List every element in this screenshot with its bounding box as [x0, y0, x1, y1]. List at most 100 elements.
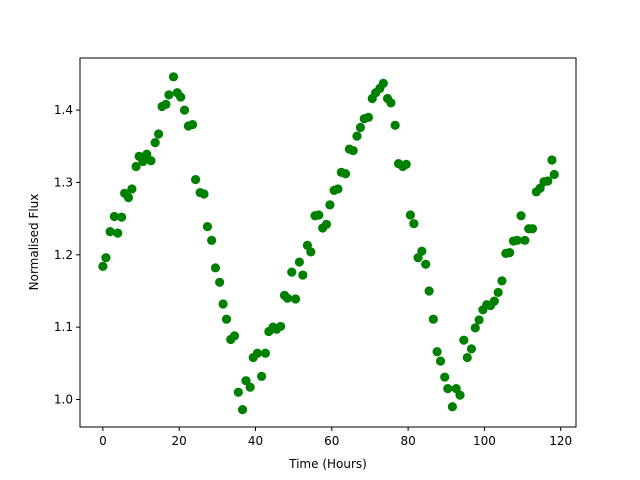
data-point [131, 161, 141, 172]
data-point [298, 270, 308, 280]
data-point [355, 122, 366, 133]
data-point [405, 210, 416, 220]
data-point [435, 356, 446, 366]
y-tick-label: 1.3 [54, 175, 73, 189]
data-point [459, 335, 469, 345]
data-point [421, 259, 431, 269]
data-point [443, 384, 453, 394]
x-tick-label: 20 [172, 434, 187, 448]
x-tick-label: 0 [99, 434, 107, 448]
data-point [512, 235, 522, 245]
data-point [237, 405, 248, 415]
data-point [233, 387, 243, 397]
data-point [127, 184, 137, 194]
data-point [260, 348, 271, 358]
data-point [109, 211, 119, 222]
data-point [462, 352, 472, 363]
data-point [221, 314, 232, 324]
data-point [333, 184, 343, 194]
data-point [363, 112, 374, 122]
y-tick-label: 1.4 [54, 103, 73, 117]
data-point [287, 267, 297, 277]
y-axis-ticks: 1.0 1.1 1.2 1.3 1.4 [54, 103, 80, 407]
data-point [161, 99, 171, 109]
data-point [257, 371, 267, 381]
y-tick-label: 1.0 [54, 393, 73, 407]
data-point [348, 146, 358, 156]
data-point [466, 344, 477, 354]
data-point [229, 331, 240, 341]
data-point [325, 200, 335, 210]
data-point [428, 314, 438, 324]
data-point [432, 347, 442, 357]
data-point [417, 246, 427, 256]
data-point [276, 321, 286, 332]
y-tick-label: 1.2 [54, 248, 73, 262]
data-point [245, 382, 255, 392]
data-point [113, 228, 123, 238]
data-point [146, 156, 156, 166]
data-point [241, 376, 251, 386]
data-point [138, 156, 148, 167]
data-point [489, 296, 499, 306]
data-point [390, 120, 400, 130]
data-point [543, 176, 553, 186]
data-point [340, 169, 351, 179]
data-point [179, 105, 190, 115]
data-point [294, 257, 304, 267]
data-point [199, 189, 209, 199]
data-point [455, 390, 465, 400]
data-point [497, 276, 507, 286]
plot-frame [79, 57, 577, 428]
data-point [401, 159, 411, 169]
data-point [549, 169, 559, 180]
data-point [202, 221, 213, 232]
data-point [154, 129, 164, 139]
data-point [116, 212, 127, 222]
data-point [547, 155, 557, 165]
data-point [386, 98, 396, 108]
y-tick-label: 1.1 [54, 320, 73, 334]
data-point [493, 287, 503, 298]
data-point [164, 90, 174, 100]
x-axis-label: Time (Hours) [288, 457, 367, 471]
data-point [409, 219, 419, 229]
data-point [252, 348, 263, 358]
data-point [150, 138, 160, 148]
x-tick-label: 40 [248, 434, 263, 448]
y-axis-label: Normalised Flux [27, 194, 41, 291]
data-point [470, 323, 480, 333]
x-tick-label: 120 [549, 434, 572, 448]
x-tick-label: 100 [473, 434, 496, 448]
data-point [352, 131, 362, 141]
data-point [424, 286, 434, 296]
x-tick-label: 60 [324, 434, 339, 448]
data-point [378, 78, 388, 88]
data-point [447, 402, 457, 412]
data-point [290, 294, 301, 304]
data-point [123, 193, 134, 203]
data-point [101, 253, 111, 263]
data-point [516, 211, 526, 221]
data-point [321, 219, 332, 230]
data-point [520, 235, 530, 245]
data-point [98, 261, 108, 271]
data-point [168, 72, 179, 82]
x-axis-ticks: 0 20 40 60 80 100 120 [99, 427, 572, 448]
data-point [207, 235, 217, 245]
data-point [176, 92, 186, 102]
data-points [98, 72, 559, 415]
data-point [215, 277, 225, 287]
data-point [282, 293, 293, 303]
data-point [105, 227, 115, 237]
data-point [191, 174, 201, 185]
data-point [314, 210, 324, 220]
data-point [527, 224, 538, 234]
data-point [210, 263, 221, 273]
data-point [306, 247, 316, 257]
data-point [440, 372, 450, 382]
data-point [474, 315, 484, 325]
x-tick-label: 80 [400, 434, 415, 448]
